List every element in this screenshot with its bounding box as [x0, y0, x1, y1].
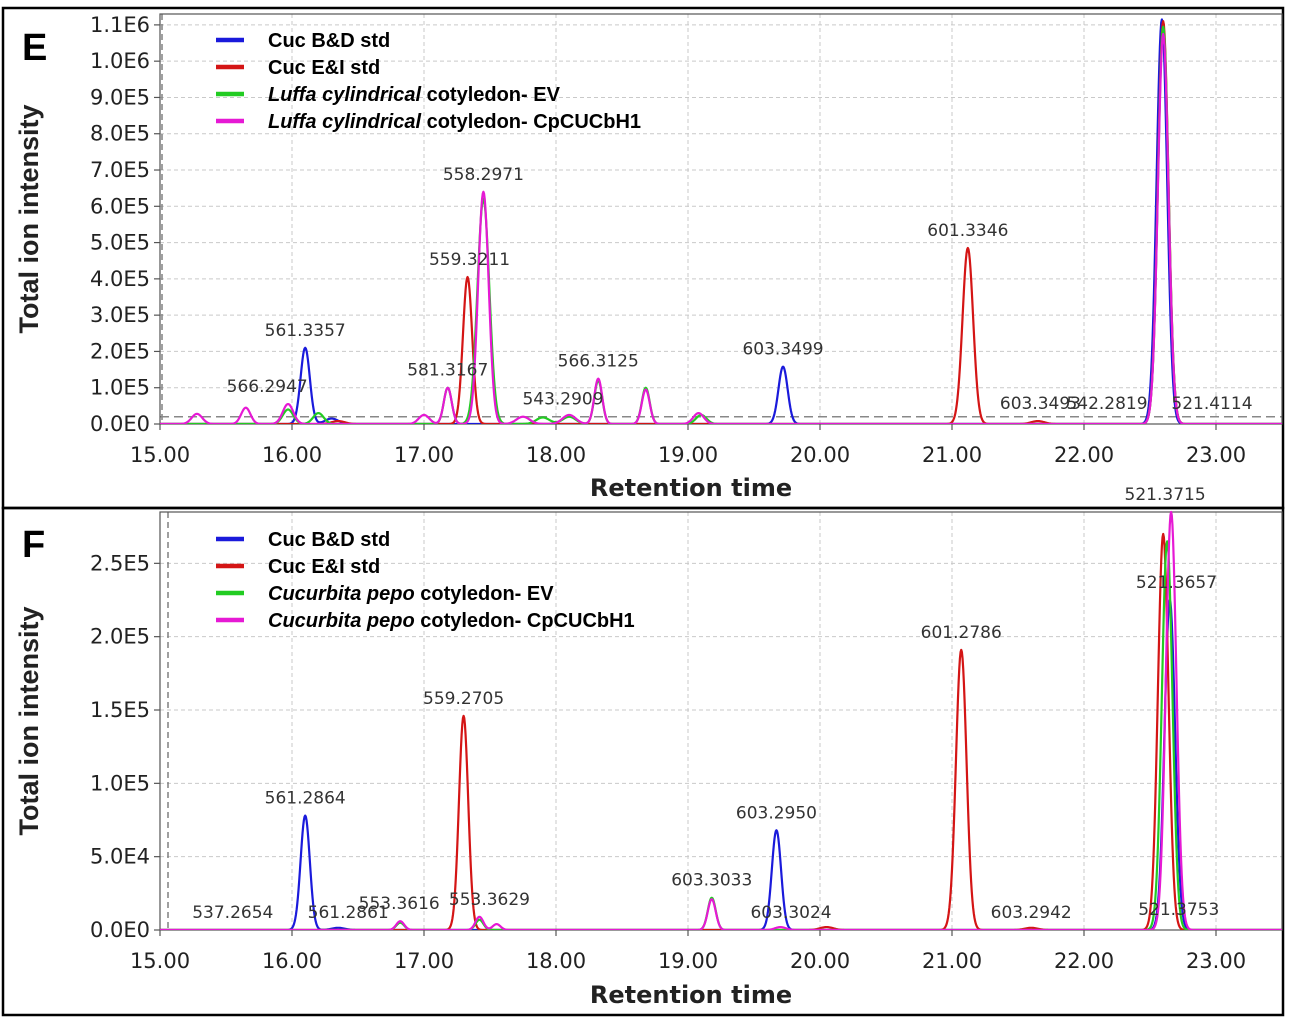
- x-tick-label: 19.00: [658, 443, 718, 467]
- panel-border: [1, 6, 1285, 510]
- peak-label: 537.2654: [192, 903, 273, 923]
- legend-label: Cuc E&I std: [268, 57, 380, 79]
- series-line-cucurbita-pepo-cotyledon-cpcucbh1: [160, 510, 1282, 930]
- peak-label: 521.4114: [1171, 394, 1252, 414]
- legend-species: Luffa cylindrical: [268, 111, 421, 133]
- panel-letter: F: [22, 524, 45, 566]
- y-axis-title: Total ion intensity: [14, 105, 44, 334]
- y-tick-label: 7.0E5: [90, 158, 150, 182]
- x-tick-label: 18.00: [526, 443, 586, 467]
- peak-label: 521.3715: [1125, 485, 1206, 505]
- peak-label: 561.2864: [265, 789, 346, 809]
- y-tick-label: 2.5E5: [90, 551, 150, 575]
- peak-label: 553.3616: [359, 894, 440, 914]
- peak-label: 543.2909: [522, 390, 603, 410]
- y-tick-label: 5.0E5: [90, 231, 150, 255]
- peak-label: 521.3657: [1136, 573, 1217, 593]
- x-tick-label: 17.00: [394, 949, 454, 973]
- legend-species: Cucurbita pepo: [268, 610, 415, 632]
- y-tick-label: 3.0E5: [90, 303, 150, 327]
- legend-label: Luffa cylindrical cotyledon- CpCUCbH1: [268, 111, 641, 133]
- panel-letter: E: [22, 27, 47, 69]
- legend-label: Luffa cylindrical cotyledon- EV: [268, 84, 561, 106]
- legend-sample: cotyledon- CpCUCbH1: [415, 610, 635, 632]
- peak-label: 603.2950: [736, 803, 817, 823]
- chart-panel-e: 15.00 16.00 17.00 18.00 19.00 20.00 21.00 22.00…: [1, 6, 1285, 510]
- legend-label: Cuc B&D std: [268, 30, 390, 52]
- peak-label: 559.3211: [429, 250, 510, 270]
- x-tick-label: 19.00: [658, 949, 718, 973]
- legend-species: Cucurbita pepo: [268, 583, 415, 605]
- x-tick-label: 20.00: [790, 949, 850, 973]
- legend-label: Cucurbita pepo cotyledon- EV: [268, 583, 554, 605]
- peak-label: 559.2705: [423, 689, 504, 709]
- peak-label: 561.3357: [265, 321, 346, 341]
- peak-label: 603.3499: [742, 340, 823, 360]
- y-tick-label: 2.0E5: [90, 625, 150, 649]
- legend-sample: cotyledon- EV: [415, 583, 555, 605]
- peak-label: 603.3493: [1000, 394, 1081, 414]
- x-tick-label: 15.00: [130, 443, 190, 467]
- panel-border: [1, 506, 1285, 1017]
- peak-label: 581.3167: [407, 361, 488, 381]
- peak-label: 558.2971: [443, 165, 524, 185]
- y-axis-title: Total ion intensity: [14, 607, 44, 836]
- x-tick-label: 20.00: [790, 443, 850, 467]
- y-tick-label: 5.0E4: [90, 845, 150, 869]
- x-tick-label: 23.00: [1186, 443, 1246, 467]
- x-tick-label: 16.00: [262, 443, 322, 467]
- legend-label: Cuc B&D std: [268, 529, 390, 551]
- y-tick-label: 6.0E5: [90, 194, 150, 218]
- x-tick-label: 15.00: [130, 949, 190, 973]
- legend-sample: cotyledon- CpCUCbH1: [421, 111, 641, 133]
- y-tick-label: 0.0E0: [90, 918, 150, 942]
- y-tick-label: 2.0E5: [90, 339, 150, 363]
- x-tick-label: 23.00: [1186, 949, 1246, 973]
- x-tick-label: 16.00: [262, 949, 322, 973]
- x-axis-title: Retention time: [590, 474, 792, 502]
- legend-sample: cotyledon- EV: [421, 84, 561, 106]
- y-tick-label: 1.1E6: [90, 13, 150, 37]
- peak-label: 601.2786: [921, 623, 1002, 643]
- peak-label: 566.3125: [558, 352, 639, 372]
- peak-label: 601.3346: [927, 221, 1008, 241]
- x-tick-label: 17.00: [394, 443, 454, 467]
- x-tick-label: 21.00: [922, 443, 982, 467]
- x-axis-title: Retention time: [590, 981, 792, 1009]
- peak-label: 566.2947: [227, 377, 308, 397]
- x-tick-label: 18.00: [526, 949, 586, 973]
- y-tick-label: 1.0E5: [90, 771, 150, 795]
- legend-species: Luffa cylindrical: [268, 84, 421, 106]
- legend-label: Cucurbita pepo cotyledon- CpCUCbH1: [268, 610, 635, 632]
- peak-label: 542.2819: [1066, 394, 1147, 414]
- y-tick-label: 1.0E6: [90, 49, 150, 73]
- series-line-cuc-e-i-std: [160, 20, 1282, 424]
- peak-label: 561.2861: [308, 903, 389, 923]
- y-tick-label: 8.0E5: [90, 122, 150, 146]
- series-line-cuc-b-d-std: [160, 18, 1282, 424]
- peak-label: 603.2942: [991, 903, 1072, 923]
- peak-label: 553.3629: [449, 890, 530, 910]
- chart-panel-f: 15.00 16.00 17.00 18.00 19.00 20.00 21.00 22.00…: [1, 485, 1285, 1017]
- x-tick-label: 21.00: [922, 949, 982, 973]
- y-tick-label: 4.0E5: [90, 267, 150, 291]
- y-tick-label: 1.5E5: [90, 698, 150, 722]
- peak-label: 603.3024: [750, 903, 831, 923]
- peak-label: 521.3753: [1138, 900, 1219, 920]
- y-tick-label: 1.0E5: [90, 376, 150, 400]
- peak-label: 603.3033: [671, 871, 752, 891]
- x-tick-label: 22.00: [1054, 949, 1114, 973]
- legend-label: Cuc E&I std: [268, 556, 380, 578]
- x-tick-label: 22.00: [1054, 443, 1114, 467]
- y-tick-label: 9.0E5: [90, 85, 150, 109]
- y-tick-label: 0.0E0: [90, 412, 150, 436]
